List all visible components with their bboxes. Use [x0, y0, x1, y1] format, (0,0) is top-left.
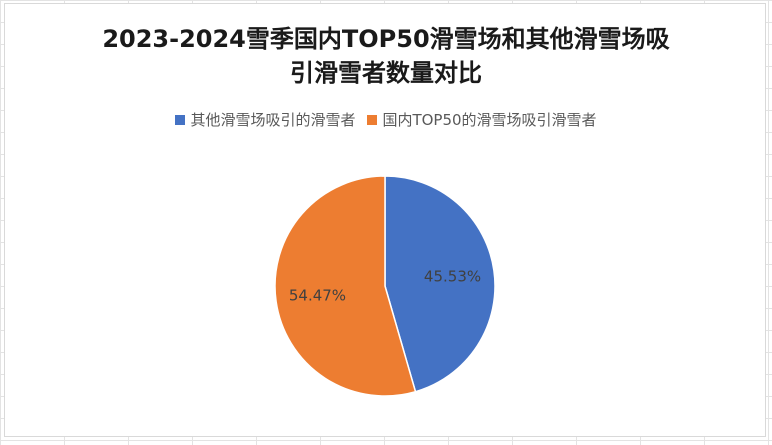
legend-label-top50: 国内TOP50的滑雪场吸引滑雪者 [382, 111, 597, 129]
chart-title: 2023-2024雪季国内TOP50滑雪场和其他滑雪场吸 引滑雪者数量对比 [5, 22, 767, 90]
data-label-top50: 54.47% [289, 287, 346, 305]
legend-item-top50: 国内TOP50的滑雪场吸引滑雪者 [367, 109, 597, 130]
chart-legend: 其他滑雪场吸引的滑雪者 国内TOP50的滑雪场吸引滑雪者 [5, 109, 767, 130]
chart-area[interactable]: 2023-2024雪季国内TOP50滑雪场和其他滑雪场吸 引滑雪者数量对比 其他… [4, 3, 766, 437]
legend-item-other: 其他滑雪场吸引的滑雪者 [175, 109, 355, 130]
pie-chart: 45.53% 54.47% [274, 175, 496, 397]
legend-label-other: 其他滑雪场吸引的滑雪者 [190, 111, 356, 129]
legend-swatch-top50 [367, 114, 378, 125]
chart-title-line-1: 2023-2024雪季国内TOP50滑雪场和其他滑雪场吸 [102, 25, 670, 53]
pie-slice-top50[interactable] [274, 175, 417, 397]
chart-title-line-2: 引滑雪者数量对比 [290, 59, 482, 87]
data-label-other: 45.53% [424, 267, 481, 285]
legend-swatch-other [175, 114, 186, 125]
pie-slice-other[interactable] [384, 175, 496, 393]
